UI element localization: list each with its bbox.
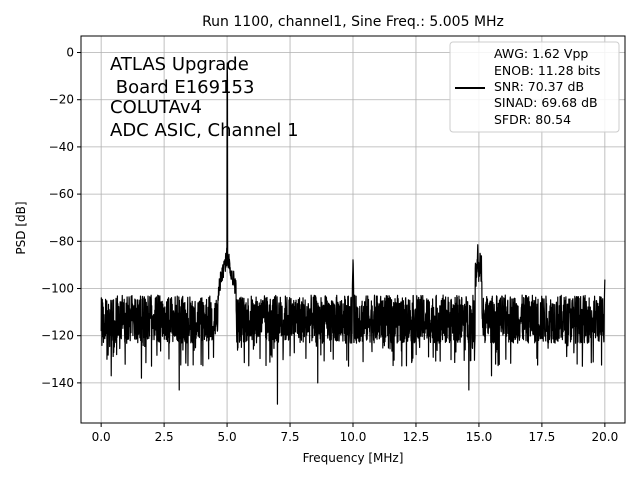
legend-box: [449, 41, 620, 133]
legend-line-1: AWG: 1.62 Vpp: [494, 46, 588, 61]
legend-line-5: SFDR: 80.54: [494, 112, 571, 127]
annotation-line-1: ATLAS Upgrade: [110, 54, 249, 75]
legend-line-3: SNR: 70.37 dB: [494, 79, 584, 94]
legend-line-2: ENOB: 11.28 bits: [494, 63, 600, 78]
x-tick-label: 15.0: [466, 430, 493, 444]
board-annotation: ATLAS Upgrade Board E169153 COLUTAv4 ADC…: [110, 54, 299, 141]
y-tick-label: −140: [41, 376, 74, 390]
y-tick-label: −80: [49, 234, 74, 248]
x-tick-label: 5.0: [218, 430, 237, 444]
y-axis-label: PSD [dB]: [14, 201, 28, 254]
legend: AWG: 1.62 Vpp ENOB: 11.28 bits SNR: 70.3…: [449, 41, 620, 133]
y-tick-label: −60: [49, 187, 74, 201]
x-tick-label: 7.5: [280, 430, 299, 444]
y-tick-label: 0: [66, 46, 74, 60]
x-tick-label: 17.5: [529, 430, 556, 444]
y-tick-label: −120: [41, 329, 74, 343]
y-tick-label: −40: [49, 140, 74, 154]
x-tick-label: 12.5: [403, 430, 430, 444]
annotation-line-3: COLUTAv4: [110, 97, 202, 118]
plot-layer: [100, 62, 606, 405]
annotation-line-2: Board E169153: [110, 77, 254, 98]
grid: [81, 36, 625, 423]
y-tick-label: −20: [49, 93, 74, 107]
x-tick-label: 0.0: [92, 430, 111, 444]
psd-series-line: [100, 62, 606, 405]
x-tick-label: 10.0: [340, 430, 367, 444]
y-tick-label: −100: [41, 281, 74, 295]
x-tick-label: 2.5: [155, 430, 174, 444]
legend-line-4: SINAD: 69.68 dB: [494, 95, 598, 110]
annotation-line-4: ADC ASIC, Channel 1: [110, 120, 299, 141]
x-axis-label: Frequency [MHz]: [303, 451, 404, 465]
ticks: 0.0 2.5 5.0 7.5 10.0 12.5 15.0 17.5 20.0 0 −20 −40 −…: [41, 46, 618, 444]
x-tick-label: 20.0: [591, 430, 618, 444]
chart-title: Run 1100, channel1, Sine Freq.: 5.005 MH…: [202, 14, 504, 30]
